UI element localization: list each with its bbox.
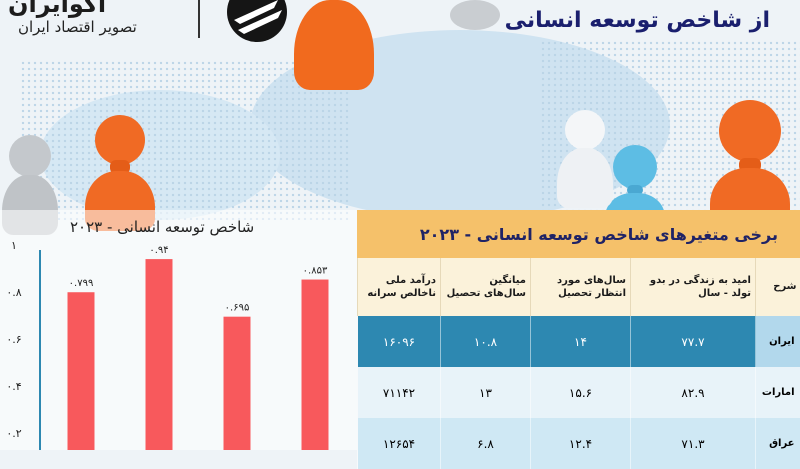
table-cell: ۷۱.۳ xyxy=(631,418,756,469)
orange-pawn xyxy=(700,100,800,220)
table-row: امارات ۸۲.۹ ۱۵.۶ ۱۳ ۷۱۱۴۲ xyxy=(358,367,800,418)
table-cell: ۷۷.۷ xyxy=(631,316,756,367)
column-header: درآمد ملی ناخالص سرانه xyxy=(358,258,441,316)
table-cell: ۷۱۱۴۲ xyxy=(358,367,441,418)
table-cell: ۱۲.۴ xyxy=(531,418,631,469)
column-header: میانگین سال‌های تحصیل xyxy=(441,258,531,316)
row-label: امارات xyxy=(756,367,800,418)
bar xyxy=(224,317,251,450)
column-header: سال‌های مورد انتظار تحصیل xyxy=(531,258,631,316)
y-tick-label: ۰.۸ xyxy=(6,286,21,299)
y-tick-label: ۰.۴ xyxy=(6,380,21,393)
table-cell: ۱۳ xyxy=(441,367,531,418)
white-pawn xyxy=(550,110,620,210)
table-cell: ۸۲.۹ xyxy=(631,367,756,418)
table-cell: ۱۶۰۹۶ xyxy=(358,316,441,367)
table-header-row: شرح امید به زندگی در بدو تولد - سال سال‌… xyxy=(358,258,800,316)
hdi-variables-table: برخی متغیرهای شاخص توسعه انسانی - ۲۰۲۳ ش… xyxy=(357,210,800,450)
column-header: شرح xyxy=(756,258,800,316)
data-label: ۰.۷۹۹ xyxy=(69,278,94,289)
table-cell: ۱۰.۸ xyxy=(441,316,531,367)
y-tick-label: ۰.۶ xyxy=(6,333,21,346)
table-cell: ۱۴ xyxy=(531,316,631,367)
table-cell: ۱۵.۶ xyxy=(531,367,631,418)
gray-pawn xyxy=(440,0,510,70)
row-label: ایران xyxy=(756,316,800,367)
logo-divider xyxy=(198,0,200,38)
logo-tagline: تصویر اقتصاد ایران xyxy=(18,18,137,36)
data-label: ۰.۹۴ xyxy=(149,245,168,256)
data-label: ۰.۸۵۳ xyxy=(303,266,328,277)
table-title: برخی متغیرهای شاخص توسعه انسانی - ۲۰۲۳ xyxy=(357,210,800,258)
orange-pawn xyxy=(80,115,160,225)
bar xyxy=(68,292,95,450)
chart-plot: ۰.۲ ۰.۴ ۰.۶ ۰.۸ ۱ ۰.۷۹۹ ۰.۹۴ ۰.۶۹۵ ۰.۸۵۳ xyxy=(0,210,357,450)
row-label: عراق xyxy=(756,418,800,469)
data-table: شرح امید به زندگی در بدو تولد - سال سال‌… xyxy=(357,258,800,469)
table-row: ایران ۷۷.۷ ۱۴ ۱۰.۸ ۱۶۰۹۶ xyxy=(358,316,800,367)
logo-mark-icon xyxy=(212,0,302,42)
table-cell: ۱۲۶۵۴ xyxy=(358,418,441,469)
table-row: عراق ۷۱.۳ ۱۲.۴ ۶.۸ ۱۲۶۵۴ xyxy=(358,418,800,469)
y-tick-label: ۱ xyxy=(11,239,17,252)
y-tick-label: ۰.۲ xyxy=(6,427,21,440)
data-label: ۰.۶۹۵ xyxy=(225,303,250,314)
page-title: از شاخص توسعه انسانی xyxy=(505,8,770,33)
logo: اکوایران تصویر اقتصاد ایران xyxy=(0,0,330,40)
column-header: امید به زندگی در بدو تولد - سال xyxy=(631,258,756,316)
bar xyxy=(302,280,329,450)
bar xyxy=(146,259,173,450)
logo-name: اکوایران xyxy=(8,0,106,18)
table-cell: ۶.۸ xyxy=(441,418,531,469)
